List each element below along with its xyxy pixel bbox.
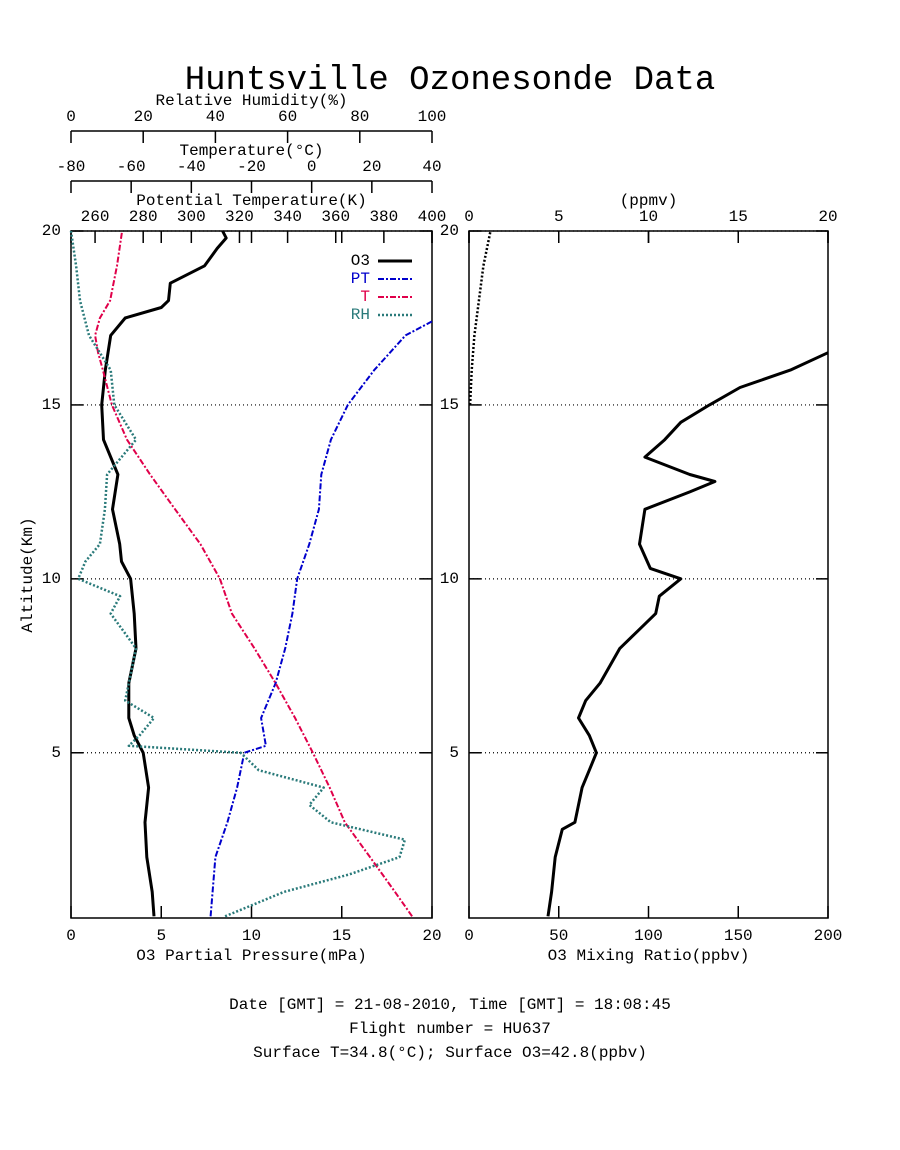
x-axis-label: Potential Temperature(K) — [136, 192, 366, 210]
profile-line — [209, 320, 433, 917]
x-tick-label: 0 — [464, 208, 474, 226]
legend-label: RH — [351, 306, 370, 324]
profile-line — [100, 230, 228, 917]
x-tick-label: 80 — [350, 108, 369, 126]
legend-label: O3 — [351, 252, 370, 270]
x-tick-label: 360 — [321, 208, 350, 226]
x-tick-label: 300 — [177, 208, 206, 226]
profile-line — [69, 230, 407, 918]
x-tick-label: -80 — [57, 158, 86, 176]
chart-title: Huntsville Ozonesonde Data — [185, 62, 716, 100]
x-axis-label: Temperature(°C) — [179, 142, 323, 160]
x-tick-label: 280 — [129, 208, 158, 226]
y-tick-label: 10 — [42, 570, 61, 588]
x-tick-label: 0 — [66, 108, 76, 126]
x-axis-label: (ppmv) — [620, 192, 678, 210]
x-tick-label: 5 — [156, 927, 166, 945]
y-tick-label: 10 — [440, 570, 459, 588]
y-tick-label: 20 — [440, 222, 459, 240]
y-tick-label: 5 — [51, 744, 61, 762]
footer-line: Date [GMT] = 21-08-2010, Time [GMT] = 18… — [229, 996, 671, 1014]
x-tick-label: 20 — [134, 108, 153, 126]
profile-line — [468, 230, 492, 405]
x-tick-label: 40 — [422, 158, 441, 176]
x-tick-label: -40 — [177, 158, 206, 176]
x-tick-label: 5 — [554, 208, 564, 226]
x-axis-label: Relative Humidity(%) — [155, 92, 347, 110]
y-axis-label: Altitude(Km) — [19, 517, 37, 632]
x-axis-label: O3 Mixing Ratio(ppbv) — [548, 947, 750, 965]
x-tick-label: 380 — [369, 208, 398, 226]
x-tick-label: 200 — [814, 927, 843, 945]
profile-line — [546, 351, 829, 917]
x-tick-label: 15 — [332, 927, 351, 945]
y-tick-label: 15 — [440, 396, 459, 414]
x-tick-label: 10 — [242, 927, 261, 945]
profile-line — [94, 230, 413, 917]
y-tick-label: 5 — [449, 744, 459, 762]
x-tick-label: 20 — [422, 927, 441, 945]
x-tick-label: 320 — [225, 208, 254, 226]
x-tick-label: 40 — [206, 108, 225, 126]
footer-line: Flight number = HU637 — [349, 1020, 551, 1038]
footer-line: Surface T=34.8(°C); Surface O3=42.8(ppbv… — [253, 1044, 647, 1062]
x-tick-label: 20 — [362, 158, 381, 176]
x-tick-label: 260 — [81, 208, 110, 226]
x-tick-label: 100 — [418, 108, 447, 126]
x-tick-label: 0 — [464, 927, 474, 945]
x-tick-label: 400 — [418, 208, 447, 226]
x-tick-label: -60 — [117, 158, 146, 176]
y-tick-label: 20 — [42, 222, 61, 240]
x-tick-label: 50 — [549, 927, 568, 945]
x-tick-label: -20 — [237, 158, 266, 176]
x-tick-label: 100 — [634, 927, 663, 945]
x-tick-label: 10 — [639, 208, 658, 226]
legend-label: T — [360, 288, 370, 306]
x-tick-label: 60 — [278, 108, 297, 126]
x-tick-label: 150 — [724, 927, 753, 945]
x-tick-label: 15 — [729, 208, 748, 226]
x-tick-label: 340 — [273, 208, 302, 226]
legend-label: PT — [351, 270, 370, 288]
x-tick-label: 20 — [818, 208, 837, 226]
y-tick-label: 15 — [42, 396, 61, 414]
x-axis-label: O3 Partial Pressure(mPa) — [136, 947, 366, 965]
x-tick-label: 0 — [307, 158, 317, 176]
x-tick-label: 0 — [66, 927, 76, 945]
